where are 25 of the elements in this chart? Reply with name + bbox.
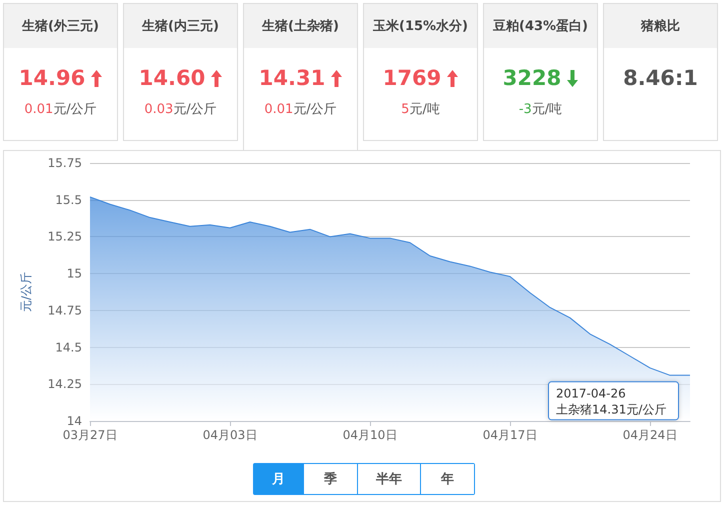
text: 年 (420, 464, 474, 494)
x-tick-label: 04月10日 (342, 428, 398, 442)
y-tick-label: 15 (66, 266, 82, 281)
x-tick-label: 03月27日 (62, 428, 118, 442)
y-tick-label: 15.25 (48, 230, 82, 244)
y-tick-label: 15.5 (55, 192, 82, 207)
text: 半年 (357, 464, 420, 494)
y-tick-label: 14 (66, 414, 82, 428)
y-tick-label: 14.25 (48, 377, 82, 392)
text: 月 (254, 464, 303, 494)
text: 季 (303, 464, 357, 494)
text: 猪粮比 8.46:1 (623, 19, 698, 90)
text: 生猪(外三元) 14.96 0.01元/公斤 (18, 19, 99, 117)
y-tick-label: 14.5 (55, 340, 82, 354)
x-tick-label: 04月17日 (482, 428, 538, 442)
annotation: 2017-04-26 土杂猪14.31元/公斤 (556, 386, 666, 416)
text: 生猪(土杂猪) 14.31 0.01元/公斤 (258, 19, 339, 117)
y-axis-title: 元/公斤 (19, 272, 33, 312)
text: 玉米(15%水分) 1769 5元/吨 (373, 19, 468, 117)
text: 豆粕(43%蛋白) 3228 -3元/吨 (493, 19, 588, 117)
y-tick-label: 15.75 (48, 156, 82, 170)
x-tick-label: 04月03日 (202, 428, 258, 442)
y-tick-label: 14.75 (48, 303, 82, 318)
x-tick-label: 04月24日 (622, 428, 678, 442)
text: 生猪(内三元) 14.60 0.03元/公斤 (138, 19, 219, 117)
